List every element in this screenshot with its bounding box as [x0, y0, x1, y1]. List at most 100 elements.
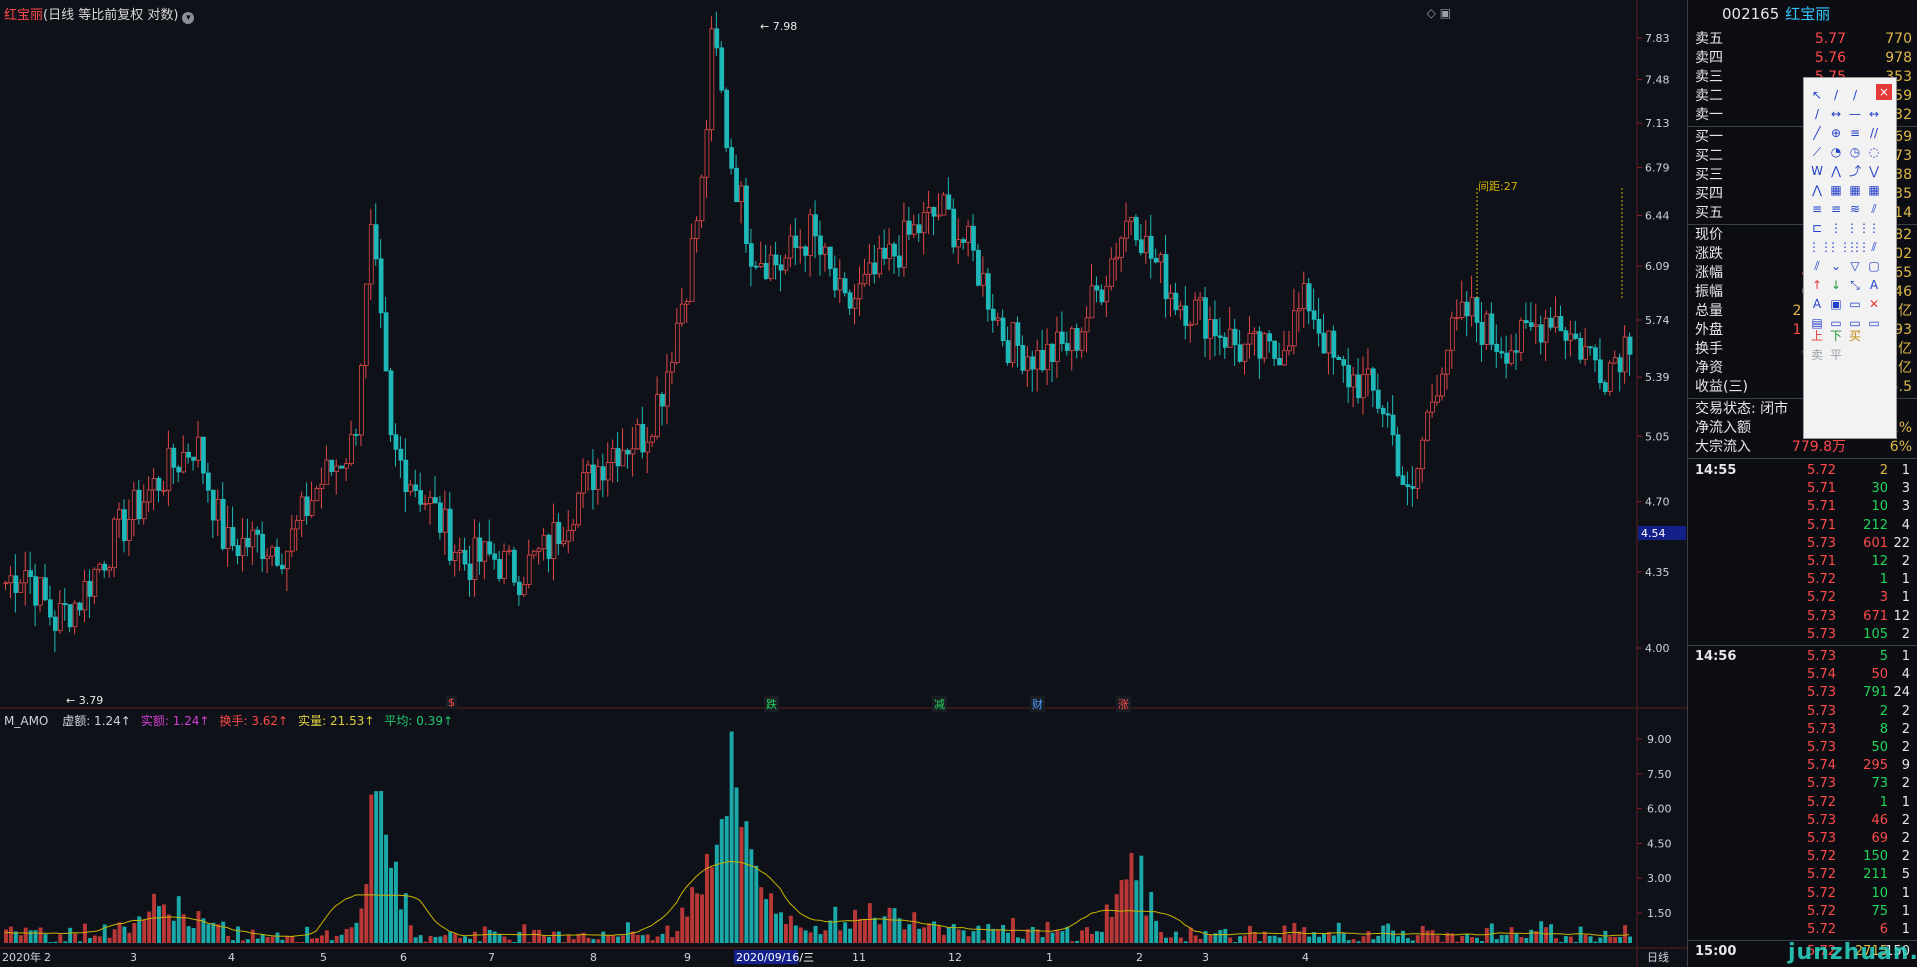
- down-arrow-tool-icon[interactable]: ↓: [1830, 278, 1842, 292]
- volume-bar: [236, 926, 240, 943]
- volume-bar: [556, 931, 561, 943]
- tick-row: 5.74 295 9: [1688, 757, 1917, 775]
- volume-bar: [403, 893, 408, 943]
- window-toggle-icon[interactable]: ▣: [1439, 6, 1451, 20]
- delete-tool-icon[interactable]: ✕: [1868, 297, 1880, 311]
- stock-name: 红宝丽: [4, 8, 44, 23]
- candle-body: [23, 570, 29, 584]
- cursor-tool-icon[interactable]: ↖: [1811, 88, 1823, 102]
- volume-bar: [887, 907, 892, 943]
- shade-tool-icon[interactable]: ▣: [1830, 297, 1842, 311]
- trend-tool-icon[interactable]: ⤴: [1848, 164, 1861, 178]
- line-arrow-tool-icon[interactable]: ⤡: [1850, 278, 1860, 292]
- event-marker[interactable]: 减: [932, 696, 947, 712]
- speed-fan-tool-icon[interactable]: ⫽: [1814, 259, 1820, 273]
- fib-grid-tool-icon[interactable]: ⋮⋮⋮: [1827, 240, 1863, 254]
- point-tool-icon[interactable]: ⊕: [1830, 126, 1842, 140]
- volume-bar: [1208, 935, 1213, 943]
- kline-chart-area[interactable]: 7.83 7.48 7.13 6.79 6.44 6.09 5.74 5.39 5.05 4.70…: [0, 0, 1687, 967]
- text-tool-2[interactable]: 下: [1829, 329, 1842, 343]
- fib-time-tool-icon[interactable]: ⋮⋮: [1846, 221, 1870, 235]
- candle-body: [1296, 308, 1302, 312]
- speed-tool-icon[interactable]: ⫽: [1871, 240, 1877, 254]
- hray-tool-icon[interactable]: —: [1849, 107, 1861, 121]
- frame-tool-icon[interactable]: ▭: [1849, 297, 1861, 311]
- ray-tool-icon[interactable]: /: [1852, 88, 1858, 102]
- candle-body: [709, 28, 715, 131]
- rect-tool-icon[interactable]: ▢: [1868, 259, 1880, 273]
- ruler-tool-icon[interactable]: ▭: [1830, 316, 1842, 330]
- volume-bar: [675, 931, 680, 943]
- triangle-tool-icon[interactable]: ▽: [1850, 259, 1860, 273]
- text-tool-3[interactable]: 买: [1848, 329, 1861, 343]
- volume-bar: [700, 894, 704, 943]
- volume-bar: [1159, 931, 1164, 943]
- volume-bar: [576, 933, 581, 943]
- drawing-toolbox[interactable]: × ↖ / / / ↔ — ↔ ╱ ⊕ ≡//⟋ ◔ ◷ ◌ W ⋀ ⤴ ⋁ ⋀ ▦ ▦ ▦ ≡ ≡ ≋ ⫽ ⊏ ⋮ ⋮⋮ ⋮ ⋮⋮ ⋮⋮⋮…: [1803, 77, 1897, 439]
- chevron-down-icon[interactable]: ▾: [182, 12, 195, 24]
- tick-row: 5.73 8 2: [1688, 721, 1917, 739]
- volume-bar: [122, 926, 127, 943]
- candle-body: [487, 541, 493, 555]
- wave-tool-icon[interactable]: W: [1811, 164, 1823, 178]
- ellipse-tool-icon[interactable]: ◌: [1868, 145, 1880, 159]
- tick-row: 5.72 10 1: [1688, 885, 1917, 903]
- level-tool-icon[interactable]: ≡: [1830, 202, 1842, 216]
- arc-tool-icon[interactable]: ◔: [1830, 145, 1842, 159]
- gb-tool-icon[interactable]: ▦: [1849, 183, 1861, 197]
- candle-body: [1558, 316, 1564, 332]
- fib-zone-tool-icon[interactable]: ⋮⋮: [1808, 240, 1832, 254]
- hline-tool-icon[interactable]: ↔: [1830, 107, 1842, 121]
- row-label: 卖四: [1695, 50, 1723, 66]
- gann-fan-tool-icon[interactable]: ⫽: [1871, 202, 1877, 216]
- candle-body: [1000, 317, 1006, 342]
- event-marker[interactable]: 跌: [764, 696, 779, 712]
- text-tool-4[interactable]: 卖: [1810, 348, 1823, 362]
- volume-bar: [398, 909, 403, 943]
- pattern-tool-icon[interactable]: ⋀: [1812, 183, 1822, 197]
- text-tool-1[interactable]: 上: [1810, 329, 1823, 343]
- volume-bar: [532, 929, 537, 943]
- check-tool-icon[interactable]: ⌄: [1830, 259, 1842, 273]
- text-tool-icon[interactable]: A: [1869, 278, 1879, 292]
- grid-tool-icon[interactable]: ≡: [1811, 202, 1823, 216]
- event-marker[interactable]: 财: [1030, 696, 1045, 712]
- fib-ext-tool-icon[interactable]: ⋮: [1868, 221, 1880, 235]
- box-tool-icon[interactable]: ▭: [1849, 316, 1861, 330]
- gp-tool-icon[interactable]: ▦: [1830, 183, 1842, 197]
- segment-tool-icon[interactable]: /: [1814, 107, 1820, 121]
- gc-tool-icon[interactable]: ▦: [1868, 183, 1880, 197]
- parallel-tool-icon[interactable]: //: [1869, 126, 1879, 140]
- fib-arc-tool-icon[interactable]: ⋮⋮: [1846, 240, 1870, 254]
- event-marker[interactable]: 涨: [1116, 696, 1131, 712]
- image-tool-icon[interactable]: ▭: [1868, 316, 1880, 330]
- note-tool-icon[interactable]: ▤: [1811, 316, 1823, 330]
- gann-tool-icon[interactable]: ≋: [1849, 202, 1861, 216]
- volume-indicator-name[interactable]: M_AMO: [4, 714, 49, 728]
- fan-tool-icon[interactable]: ⟋: [1812, 145, 1822, 159]
- event-marker[interactable]: $: [446, 696, 457, 709]
- volume-bar: [1075, 940, 1080, 943]
- candle-body: [1188, 323, 1194, 326]
- kline-chart-svg[interactable]: 7.83 7.48 7.13 6.79 6.44 6.09 5.74 5.39 5.05 4.70…: [0, 0, 1687, 967]
- peak-tool-icon[interactable]: ⋀: [1831, 164, 1841, 178]
- circle-tool-icon[interactable]: ◷: [1849, 145, 1861, 159]
- tick-row: 5.74 50 4: [1688, 666, 1917, 684]
- candle-body: [1252, 331, 1258, 334]
- channel-tool-icon[interactable]: ≡: [1849, 126, 1861, 140]
- candle-body: [586, 464, 591, 474]
- text-box-tool-icon[interactable]: A: [1812, 297, 1822, 311]
- close-icon[interactable]: ×: [1876, 84, 1892, 100]
- fib-tool-icon[interactable]: ⋮: [1830, 221, 1842, 235]
- tick-count: 1: [1901, 649, 1910, 664]
- diamond-icon[interactable]: ◇: [1426, 6, 1436, 20]
- hsegment-tool-icon[interactable]: ↔: [1868, 107, 1880, 121]
- volume-bar: [616, 936, 621, 943]
- valley-tool-icon[interactable]: ⋁: [1869, 164, 1879, 178]
- line-tool-icon[interactable]: /: [1833, 88, 1839, 102]
- vline-tool-icon[interactable]: ╱: [1813, 126, 1821, 140]
- text-tool-5[interactable]: 平: [1829, 348, 1842, 362]
- up-arrow-tool-icon[interactable]: ↑: [1811, 278, 1823, 292]
- cycle-tool-icon[interactable]: ⊏: [1811, 221, 1823, 235]
- candle-body: [349, 434, 354, 464]
